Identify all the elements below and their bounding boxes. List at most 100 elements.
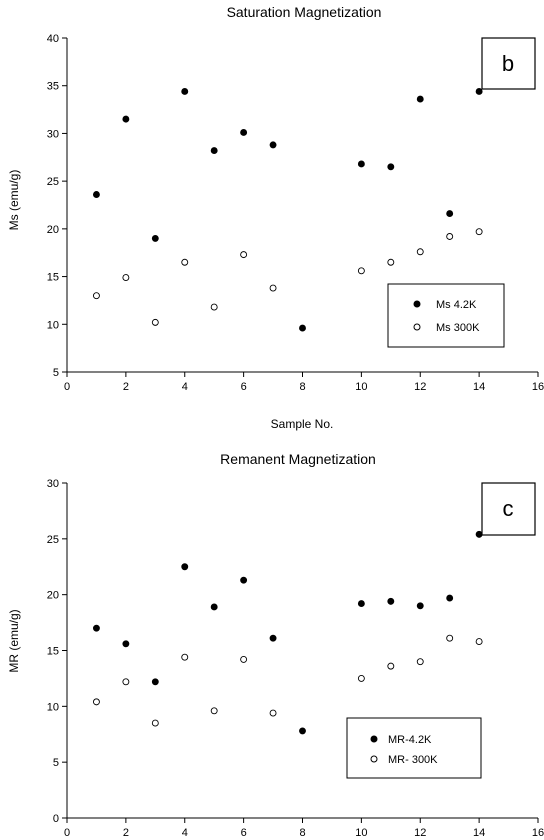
point-filled — [446, 594, 454, 602]
x-tick-label: 16 — [532, 827, 544, 839]
y-tick-label: 40 — [47, 33, 59, 45]
y-tick-label: 0 — [53, 813, 59, 825]
point-filled — [122, 640, 130, 648]
point-open — [122, 274, 130, 281]
x-tick-label: 8 — [299, 827, 305, 839]
point-filled — [446, 210, 454, 218]
x-tick-label: 4 — [182, 827, 188, 839]
point-open — [269, 284, 277, 292]
legend-label-mr-300k: MR- 300K — [388, 754, 438, 766]
y-tick-label: 25 — [47, 534, 59, 546]
point-filled — [475, 87, 483, 95]
point-filled — [475, 530, 483, 538]
plot-area: 0 2 4 6 8 10 12 14 16 0 5 10 15 20 25 30 — [47, 478, 544, 839]
point-filled — [240, 129, 248, 136]
legend-label-ms-4-2k: Ms 4.2K — [436, 299, 477, 311]
point-open — [181, 653, 189, 661]
point-open — [357, 267, 365, 275]
plot-area: 0 2 4 6 8 10 12 14 16 5 10 15 20 25 30 35 40 — [47, 33, 544, 393]
legend: MR-4.2K MR- 300K — [346, 717, 482, 779]
point-filled — [122, 115, 130, 123]
point-filled — [181, 563, 189, 571]
panel-label: b — [502, 51, 514, 76]
point-filled — [269, 141, 277, 149]
x-tick-label: 8 — [299, 381, 305, 393]
x-tick-label: 6 — [241, 381, 247, 393]
point-open — [151, 719, 159, 727]
x-tick-label: 14 — [473, 827, 485, 839]
y-axis-label: MR (emu/g) — [7, 609, 21, 672]
chart-remanent-magnetization: Remanent Magnetization MR (emu/g) 0 2 4 6 8 1… — [7, 451, 544, 839]
point-open — [181, 258, 189, 266]
point-filled — [181, 87, 189, 95]
point-open — [92, 292, 100, 300]
y-tick-label: 20 — [47, 224, 59, 236]
legend-marker-mr-300k — [370, 755, 378, 763]
legend-marker-ms-4-2k — [413, 300, 421, 308]
chart-title: Saturation Magnetization — [227, 4, 382, 20]
point-open — [416, 248, 424, 256]
x-axis-label: Sample No. — [271, 417, 334, 431]
point-filled — [240, 576, 248, 584]
y-tick-label: 10 — [47, 701, 59, 713]
point-open — [387, 258, 395, 266]
point-open — [151, 318, 159, 326]
x-tick-label: 16 — [532, 381, 544, 393]
point-filled — [299, 324, 306, 332]
y-tick-label: 30 — [47, 478, 59, 490]
y-tick-label: 20 — [47, 590, 59, 602]
x-tick-label: 0 — [64, 827, 70, 839]
y-tick-label: 10 — [47, 319, 59, 331]
point-open — [122, 678, 130, 686]
panel-label-box: c — [481, 482, 536, 536]
y-tick-label: 15 — [47, 272, 59, 284]
y-tick-label: 25 — [47, 176, 59, 188]
point-filled — [299, 727, 306, 735]
point-open — [357, 674, 365, 682]
point-filled — [416, 95, 424, 103]
legend-label-mr-4-2k: MR-4.2K — [388, 734, 432, 746]
y-tick-label: 5 — [53, 367, 59, 379]
y-axis-label: Ms (emu/g) — [7, 170, 21, 231]
point-open — [210, 303, 218, 311]
x-tick-label: 2 — [123, 827, 129, 839]
point-filled — [387, 597, 395, 605]
point-open — [446, 233, 454, 240]
x-tick-label: 6 — [241, 827, 247, 839]
x-tick-label: 0 — [64, 381, 70, 393]
chart-title: Remanent Magnetization — [220, 451, 376, 467]
point-open — [387, 662, 395, 670]
point-open — [269, 709, 277, 717]
point-open — [240, 251, 248, 259]
point-filled — [92, 624, 100, 632]
point-open — [92, 698, 100, 706]
point-open — [210, 707, 218, 715]
point-filled — [210, 603, 218, 611]
y-tick-label: 5 — [53, 757, 59, 769]
point-filled — [151, 678, 159, 686]
y-tick-label: 30 — [47, 128, 59, 140]
point-filled — [210, 147, 218, 155]
chart-saturation-magnetization: Saturation Magnetization Ms (emu/g) Samp… — [7, 4, 544, 431]
point-open — [475, 638, 483, 646]
point-filled — [357, 160, 365, 168]
legend-label-ms-300k: Ms 300K — [436, 322, 480, 334]
x-tick-label: 10 — [355, 381, 367, 393]
point-filled — [92, 191, 100, 198]
legend: Ms 4.2K Ms 300K — [387, 283, 505, 348]
point-filled — [151, 234, 159, 242]
point-open — [475, 228, 483, 236]
point-open — [416, 658, 424, 666]
panel-label-box: b — [481, 37, 536, 90]
x-tick-label: 10 — [355, 827, 367, 839]
y-tick-label: 15 — [47, 646, 59, 658]
x-tick-label: 2 — [123, 381, 129, 393]
point-filled — [357, 600, 365, 608]
panel-label: c — [503, 496, 514, 521]
x-tick-label: 12 — [414, 827, 426, 839]
x-tick-label: 14 — [473, 381, 485, 393]
y-tick-label: 35 — [47, 81, 59, 93]
x-tick-label: 4 — [182, 381, 188, 393]
x-tick-label: 12 — [414, 381, 426, 393]
